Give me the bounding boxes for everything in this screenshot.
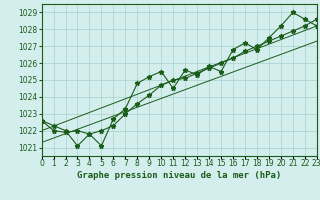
X-axis label: Graphe pression niveau de la mer (hPa): Graphe pression niveau de la mer (hPa) [77, 171, 281, 180]
